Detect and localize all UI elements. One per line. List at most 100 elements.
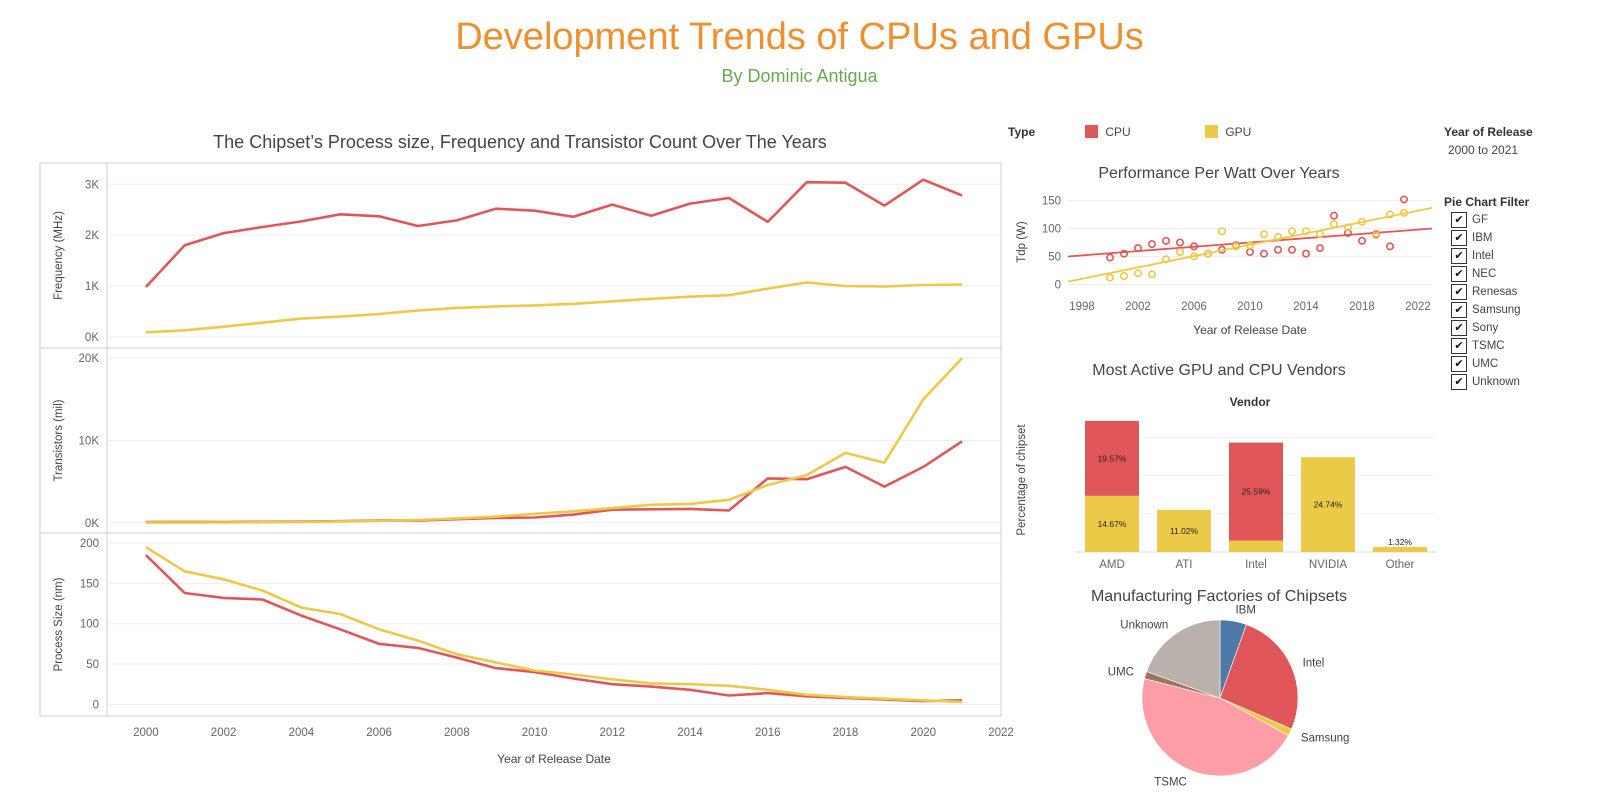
checkbox-ibm[interactable]: ✔ <box>1451 230 1467 246</box>
x-tick-label: 2010 <box>1237 301 1263 313</box>
pie-filter-label: NEC <box>1472 268 1497 280</box>
legend-title: Type <box>1008 125 1036 139</box>
series-line-cpu <box>144 178 963 288</box>
series-line-gpu <box>145 545 963 704</box>
y-tick-label: 0K <box>85 332 99 344</box>
series-line-cpu <box>145 440 963 524</box>
y-tick-label: 100 <box>80 619 99 631</box>
bar-segment-gpu <box>1373 546 1427 552</box>
scatter-point-cpu <box>1274 245 1283 254</box>
year-filter-value[interactable]: 2000 to 2021 <box>1448 143 1519 157</box>
pie-filter-item-unknown[interactable]: ✔ Unknown <box>1451 374 1520 392</box>
x-tick-label: 2014 <box>1293 301 1319 313</box>
scatter-point-gpu <box>1218 227 1227 236</box>
scatter-point-gpu <box>1386 210 1395 219</box>
scatter-point-gpu <box>1274 232 1283 241</box>
pie-filter-label: IBM <box>1472 232 1493 244</box>
pie-filter-label: Intel <box>1472 250 1494 262</box>
x-tick-label: 2000 <box>133 727 159 739</box>
pie-filter-label: Samsung <box>1472 304 1521 316</box>
x-tick-label: 2002 <box>211 727 237 739</box>
pie-label-intel: Intel <box>1303 657 1325 669</box>
scatter-point-gpu <box>1330 220 1339 229</box>
checkbox-gf[interactable]: ✔ <box>1451 212 1467 228</box>
bar-category-label: NVIDIA <box>1309 559 1348 571</box>
legend-item-gpu[interactable]: GPU <box>1205 124 1251 139</box>
scatter-point-gpu <box>1344 223 1353 232</box>
bar-x-header: Vendor <box>1230 395 1271 409</box>
pie-filter-item-ibm[interactable]: ✔ IBM <box>1451 230 1492 248</box>
pie-label-ibm: IBM <box>1235 604 1255 616</box>
bar-data-label: 11.02% <box>1170 526 1199 536</box>
y-tick-label: 150 <box>80 578 99 590</box>
pie-filter-label: TSMC <box>1472 340 1505 352</box>
x-tick-label: 2016 <box>755 727 781 739</box>
checkbox-sony[interactable]: ✔ <box>1451 320 1467 336</box>
series-line-gpu <box>145 281 963 334</box>
checkbox-unknown[interactable]: ✔ <box>1451 374 1467 390</box>
bar-segment-cpu <box>1085 420 1139 496</box>
y-tick-label: 50 <box>86 659 99 671</box>
checkbox-renesas[interactable]: ✔ <box>1451 284 1467 300</box>
scatter-point-cpu <box>1148 240 1157 249</box>
scatter-point-gpu <box>1134 269 1143 278</box>
x-tick-label: 2010 <box>522 727 548 739</box>
checkbox-tsmc[interactable]: ✔ <box>1451 338 1467 354</box>
y-tick-label: 200 <box>80 538 99 550</box>
line-chart-title: The Chipset’s Process size, Frequency an… <box>213 132 827 152</box>
pie-filter-item-nec[interactable]: ✔ NEC <box>1451 266 1496 284</box>
x-tick-label: 2022 <box>1405 301 1431 313</box>
line-chart-frame <box>39 162 1002 717</box>
pie-filter-item-renesas[interactable]: ✔ Renesas <box>1451 284 1517 302</box>
pie-label-unknown: Unknown <box>1120 619 1168 631</box>
scatter-point-gpu <box>1358 217 1367 226</box>
pie-slice-unknown <box>1146 619 1221 699</box>
pie-filter-item-tsmc[interactable]: ✔ TSMC <box>1451 338 1505 356</box>
bar-chart-title: Most Active GPU and CPU Vendors <box>1092 362 1345 379</box>
pie-filter-item-gf[interactable]: ✔ GF <box>1451 212 1488 230</box>
bar-category-label: ATI <box>1175 559 1192 571</box>
scatter-point-gpu <box>1246 241 1255 250</box>
scatter-point-cpu <box>1358 236 1367 245</box>
pie-filter-item-intel[interactable]: ✔ Intel <box>1451 248 1494 266</box>
bar-segment-gpu <box>1157 509 1211 552</box>
scatter-point-gpu <box>1106 273 1115 282</box>
scatter-point-cpu <box>1302 249 1311 258</box>
bar-segment-cpu <box>1229 442 1283 541</box>
x-tick-label: 2012 <box>600 727 626 739</box>
checkbox-samsung[interactable]: ✔ <box>1451 302 1467 318</box>
legend-item-cpu[interactable]: CPU <box>1085 124 1131 139</box>
y-axis-label: Frequency (MHz) <box>53 211 65 300</box>
checkbox-intel[interactable]: ✔ <box>1451 248 1467 264</box>
scatter-point-gpu <box>1162 255 1171 264</box>
y-tick-label: 150 <box>1042 196 1061 208</box>
pie-filter-label: UMC <box>1472 358 1499 370</box>
pie-slice-intel <box>1219 624 1299 730</box>
bar-segment-gpu <box>1229 540 1283 552</box>
pie-filter-item-samsung[interactable]: ✔ Samsung <box>1451 302 1521 320</box>
scatter-point-gpu <box>1372 231 1381 240</box>
bar-category-label: Other <box>1386 559 1415 571</box>
pie-filter-item-sony[interactable]: ✔ Sony <box>1451 320 1498 338</box>
x-tick-label: 2014 <box>677 727 703 739</box>
checkbox-umc[interactable]: ✔ <box>1451 356 1467 372</box>
legend-swatch-gpu <box>1205 125 1218 139</box>
x-tick-label: 2018 <box>833 727 859 739</box>
scatter-point-cpu <box>1134 244 1143 253</box>
scatter-point-gpu <box>1148 270 1157 279</box>
x-tick-label: 2006 <box>366 727 392 739</box>
x-tick-label: 2022 <box>988 727 1014 739</box>
scatter-point-cpu <box>1246 248 1255 257</box>
scatter-point-gpu <box>1302 227 1311 236</box>
page-subtitle: By Dominic Antigua <box>721 66 878 86</box>
pie-chart-title: Manufacturing Factories of Chipsets <box>1091 588 1347 605</box>
scatter-point-gpu <box>1190 252 1199 261</box>
x-tick-label: 1998 <box>1069 301 1095 313</box>
pie-filter-label: Renesas <box>1472 286 1518 298</box>
pie-filter-item-umc[interactable]: ✔ UMC <box>1451 356 1498 374</box>
scatter-point-cpu <box>1162 236 1171 245</box>
bar-data-label: 1.32% <box>1388 537 1413 547</box>
checkbox-nec[interactable]: ✔ <box>1451 266 1467 282</box>
scatter-point-cpu <box>1260 249 1269 258</box>
